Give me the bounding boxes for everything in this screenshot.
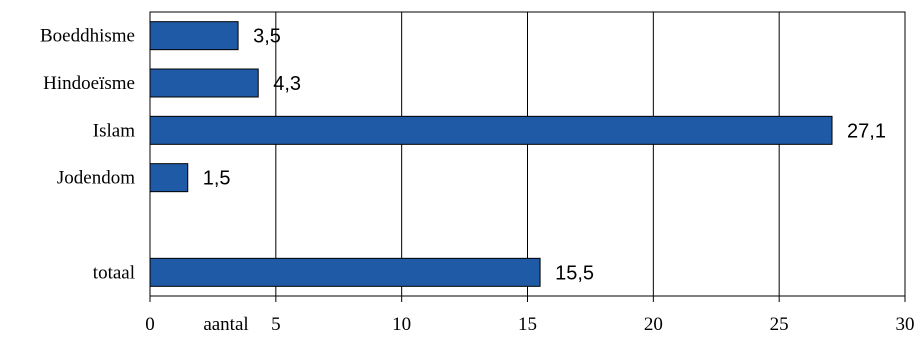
x-axis-ticks: 0 5 10 15 20 25 30 xyxy=(145,296,915,335)
x-tick-label: 20 xyxy=(644,314,663,335)
category-label: Islam xyxy=(93,120,135,141)
bar xyxy=(149,257,541,287)
category-label: totaal xyxy=(93,262,135,283)
data-labels: 3,5 4,3 27,1 1,5 15,5 xyxy=(203,26,886,285)
bar xyxy=(149,163,189,193)
data-label: 3,5 xyxy=(253,26,281,48)
bars xyxy=(149,21,833,287)
category-labels: Boeddhisme Hindoeïsme Islam Jodendom totaal xyxy=(40,26,135,284)
bar xyxy=(149,115,833,145)
x-tick-label: 30 xyxy=(896,314,915,335)
category-label: Boeddhisme xyxy=(40,26,135,47)
x-tick-label: 25 xyxy=(770,314,789,335)
x-tick-label: 5 xyxy=(271,314,281,335)
data-label: 15,5 xyxy=(555,262,594,284)
category-label: Jodendom xyxy=(57,168,135,189)
category-label: Hindoeïsme xyxy=(43,73,135,94)
grid-lines xyxy=(275,12,780,296)
x-tick-label: 15 xyxy=(518,314,537,335)
data-label: 4,3 xyxy=(273,73,301,95)
x-tick-label: 10 xyxy=(392,314,411,335)
bar xyxy=(149,21,239,51)
data-label: 1,5 xyxy=(203,168,231,190)
bar xyxy=(149,68,259,98)
x-axis-label: aantal xyxy=(203,314,248,335)
data-label: 27,1 xyxy=(847,120,886,142)
x-tick-label: 0 xyxy=(145,314,155,335)
